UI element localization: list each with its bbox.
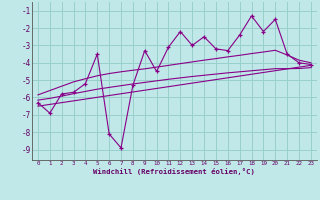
X-axis label: Windchill (Refroidissement éolien,°C): Windchill (Refroidissement éolien,°C) <box>93 168 255 175</box>
